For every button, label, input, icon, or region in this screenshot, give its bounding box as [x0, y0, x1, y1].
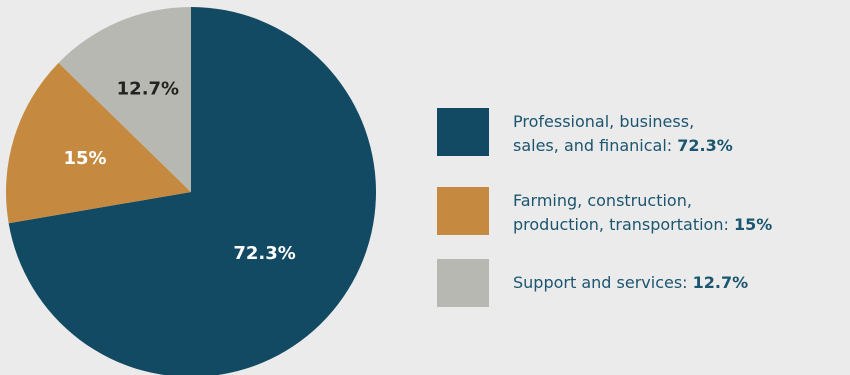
pie-slice-label-2: 12.7% — [117, 79, 179, 100]
legend-label-2: Support and services: 12.7% — [513, 271, 850, 295]
legend-label-line: Farming, construction, — [513, 189, 850, 213]
legend-item-0: Professional, business, sales, and finani… — [437, 108, 850, 158]
pie-slice-2 — [58, 7, 191, 192]
pie-slice-labels: 72.3% 15% 12.7% — [63, 79, 295, 264]
pie-slice-label-1: 15% — [63, 148, 106, 169]
pie-slice-0 — [8, 7, 376, 375]
pie-slice-1 — [6, 62, 192, 224]
legend-swatch-0 — [437, 108, 489, 156]
pie-chart: 72.3% 15% 12.7% — [6, 7, 376, 375]
legend-item-2: Support and services: 12.7% — [437, 259, 850, 309]
legend-label-separator: : — [666, 136, 678, 155]
legend-label-separator: : — [682, 273, 693, 292]
legend-label-text: Farming, construction, — [513, 191, 692, 210]
legend-item-1: Farming, construction, production, transp… — [437, 187, 850, 237]
legend-label-text: Professional, business, — [513, 112, 695, 131]
legend-label-line: sales, and finanical: 72.3% — [513, 134, 850, 158]
legend-label-line: production, transportation: 15% — [513, 213, 850, 237]
legend-swatch-2 — [437, 259, 489, 307]
legend-label-text: sales, and finanical — [513, 136, 667, 155]
pie-slices — [6, 7, 376, 375]
legend-label-text: Support and services — [513, 273, 683, 292]
legend-label-separator: : — [723, 215, 734, 234]
legend-label-0: Professional, business, sales, and finani… — [513, 110, 850, 158]
legend-label-text: production, transportation — [513, 215, 724, 234]
legend-value-label: 15% — [733, 215, 773, 234]
legend-label-line: Support and services: 12.7% — [513, 271, 850, 295]
pie-slice-label-0: 72.3% — [233, 243, 295, 264]
legend-label-1: Farming, construction, production, transp… — [513, 189, 850, 237]
legend-value-label: 72.3% — [677, 136, 733, 155]
legend-label-line: Professional, business, — [513, 110, 850, 134]
legend-value-label: 12.7% — [692, 273, 749, 292]
legend-swatch-1 — [437, 187, 489, 235]
